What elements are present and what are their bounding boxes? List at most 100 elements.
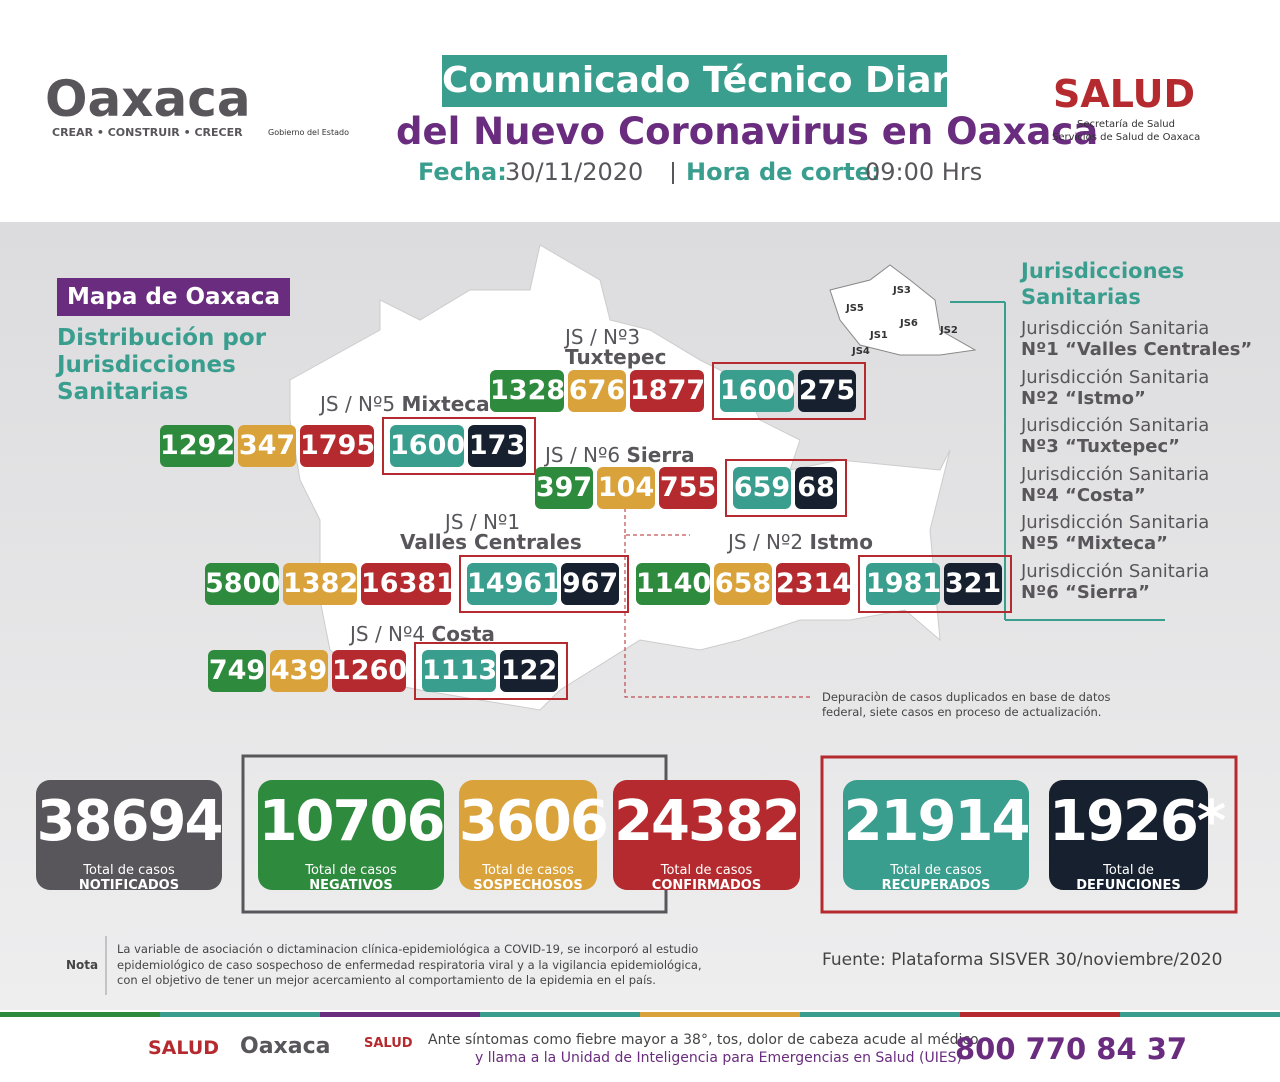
js-code: JS / Nº5 — [320, 392, 402, 416]
js-code: JS / Nº3 — [565, 325, 641, 349]
total-value: 10706 — [258, 780, 446, 864]
total-line1: Total de — [1103, 863, 1154, 878]
js-label: JS / Nº5 Mixteca — [320, 392, 490, 416]
js-code: JS / Nº6 — [545, 443, 627, 467]
value-box: 275 — [798, 370, 856, 412]
value-box: 347 — [238, 425, 296, 467]
value-box: 104 — [597, 467, 655, 509]
value-box: 1140 — [636, 563, 711, 605]
inset-label: JS2 — [940, 325, 958, 336]
value-box: 1795 — [300, 425, 375, 467]
total-value: 3606 — [459, 780, 609, 864]
legend-line1: Jurisdicción Sanitaria — [1021, 463, 1210, 485]
value-box: 1260 — [332, 650, 407, 692]
footer-logo1: SALUD — [148, 1037, 220, 1059]
value-box: 173 — [468, 425, 526, 467]
value-box: 1600 — [390, 425, 465, 467]
value-box: 397 — [535, 467, 593, 509]
legend-line2: Nº6 “Sierra” — [1021, 581, 1150, 603]
brand-tagline: CREAR • CONSTRUIR • CRECER — [52, 126, 243, 139]
js-name: Tuxtepec — [565, 345, 667, 369]
js-label: JS / Nº2 Istmo — [728, 530, 873, 554]
recovered-frame — [459, 555, 629, 613]
total-number: 10706 — [258, 789, 446, 854]
inset-label: JS4 — [852, 346, 870, 357]
total-number: 3606 — [459, 789, 609, 854]
title-line1: Comunicado Técnico Diario — [442, 55, 986, 107]
right-logo: SALUD — [1053, 72, 1196, 116]
inset-label: JS6 — [900, 318, 918, 329]
source: Fuente: Plataforma SISVER 30/noviembre/2… — [822, 950, 1223, 970]
legend-line2: Nº3 “Tuxtepec” — [1021, 436, 1180, 457]
note-label: Nota — [66, 958, 99, 972]
map-subtitle: Distribución por Jurisdicciones Sanitari… — [57, 325, 267, 405]
value-box: 659 — [733, 467, 791, 509]
total-line2: NEGATIVOS — [309, 878, 393, 893]
legend-line2: Nº1 “Valles Centrales” — [1021, 339, 1253, 360]
value-box: 1328 — [490, 370, 565, 412]
js-code: JS / Nº4 — [350, 622, 432, 646]
brand: Oaxaca — [45, 70, 251, 128]
total-line1: Total de casos — [890, 863, 982, 878]
js-name: Valles Centrales — [400, 530, 582, 554]
legend-line2: Nº2 “Istmo” — [1021, 387, 1146, 409]
legend-line1: Jurisdicción Sanitaria — [1021, 318, 1210, 339]
value-box: 658 — [714, 563, 772, 605]
total-number: 1926 — [1049, 789, 1199, 854]
total-line2: DEFUNCIONES — [1076, 878, 1181, 893]
value-box: 1600 — [720, 370, 795, 412]
total-line2: CONFIRMADOS — [651, 878, 762, 893]
date-label: Fecha: — [418, 158, 507, 186]
legend-line1: Jurisdicción Sanitaria — [1021, 366, 1210, 388]
total-number: 24382 — [614, 789, 801, 854]
title-line2: del Nuevo Coronavirus en Oaxaca — [396, 110, 1099, 153]
total-value: 21914 — [843, 780, 1031, 864]
inset-label: JS3 — [893, 285, 911, 296]
total-box: 21914 Total de casos RECUPERADOS — [843, 780, 1031, 893]
total-line1: Total de casos — [660, 863, 753, 878]
total-line2: SOSPECHOSOS — [473, 878, 583, 893]
inset-label: JS5 — [846, 303, 864, 314]
value-box: 14961 — [467, 563, 561, 605]
value-box: 1382 — [283, 563, 358, 605]
total-value: 24382 — [613, 780, 801, 864]
total-line1: Total de casos — [305, 863, 397, 878]
value-box: 676 — [568, 370, 626, 412]
total-box: 1926* Total de DEFUNCIONES — [1049, 780, 1226, 893]
value-box: 967 — [561, 563, 619, 605]
total-value: 38694 — [36, 780, 224, 864]
total-box: 10706 Total de casos NEGATIVOS — [258, 780, 446, 893]
js-label: JS / Nº6 Sierra — [545, 443, 695, 467]
value-box: 1113 — [422, 650, 497, 692]
note-text: La variable de asociación o dictaminacio… — [117, 942, 702, 987]
value-box: 321 — [944, 563, 1002, 605]
gov-label: Gobierno del Estado — [268, 128, 349, 137]
js-code: JS / Nº1 — [444, 510, 521, 534]
recovered-frame — [725, 459, 847, 517]
value-box: 755 — [659, 467, 717, 509]
value-box: 122 — [500, 650, 558, 692]
total-line1: Total de casos — [83, 863, 175, 878]
value-box: 439 — [270, 650, 328, 692]
map-note: Depuraciòn de casos duplicados en base d… — [822, 690, 1111, 719]
legend-line2: Nº4 “Costa” — [1021, 484, 1146, 506]
legend-line1: Jurisdicción Sanitaria — [1021, 560, 1210, 582]
total-line1: Total de casos — [482, 863, 574, 878]
map-tag: Mapa de Oaxaca — [57, 278, 291, 316]
total-number: 38694 — [36, 789, 224, 854]
value-box: 1292 — [160, 425, 235, 467]
inset-map — [829, 264, 977, 356]
legend-line2: Nº5 “Mixteca” — [1021, 533, 1168, 554]
legend-line1: Jurisdicción Sanitaria — [1021, 512, 1210, 533]
total-line2: RECUPERADOS — [881, 878, 991, 893]
js-name: Istmo — [809, 530, 874, 554]
value-box: 749 — [208, 650, 266, 692]
recovered-frame — [382, 417, 536, 475]
time-label: Hora de corte: — [686, 158, 881, 186]
footer-logo2: Oaxaca — [240, 1034, 331, 1059]
recovered-frame — [414, 642, 568, 700]
value-box: 5800 — [205, 563, 280, 605]
total-value: 1926* — [1049, 780, 1226, 864]
value-box: 68 — [795, 467, 837, 509]
